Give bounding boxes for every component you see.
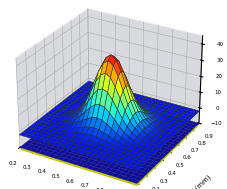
Y-axis label: Y (mm): Y (mm) xyxy=(189,174,212,189)
